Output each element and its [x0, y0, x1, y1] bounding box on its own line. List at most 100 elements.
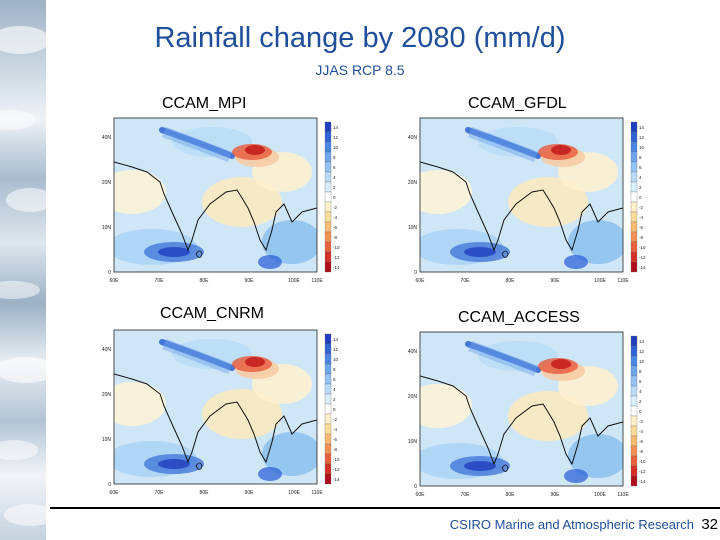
lat-tick-label: 40N [102, 135, 112, 141]
colorbar-segment [630, 231, 638, 243]
page-number: 32 [701, 516, 718, 533]
colorbar-tick-label: 4 [333, 175, 336, 180]
colorbar-segment [324, 473, 332, 485]
rainfall-map-access: 40N 20N 10N 0 60E 70E 80E 90E 100E 110E 14 12 10 8 6 4 2… [398, 326, 646, 502]
colorbar-segment [630, 251, 638, 263]
colorbar-tick-label: -6 [639, 225, 643, 230]
lon-tick-label: 100E [288, 278, 300, 284]
colorbar-tick-label: -12 [333, 467, 340, 472]
colorbar-tick-label: -8 [333, 447, 337, 452]
lon-tick-label: 60E [110, 278, 120, 284]
colorbar-tick-label: 10 [333, 357, 339, 362]
lat-tick-label: 40N [408, 349, 418, 355]
colorbar-segment [324, 191, 332, 203]
lat-tick-label: 40N [102, 347, 112, 353]
colorbar-tick-label: -6 [639, 439, 643, 444]
colorbar-tick-label: 10 [639, 145, 645, 150]
colorbar-tick-label: 2 [639, 185, 642, 190]
lat-tick-label: 20N [102, 180, 112, 186]
panel-label-cnrm: CCAM_CNRM [160, 305, 264, 322]
colorbar-tick-label: 2 [333, 185, 336, 190]
lat-tick-label: 20N [102, 392, 112, 398]
lon-tick-label: 70E [461, 278, 471, 284]
lat-tick-label: 20N [408, 394, 418, 400]
colorbar-segment [630, 445, 638, 457]
colorbar-segment [324, 241, 332, 253]
colorbar-segment [630, 161, 638, 173]
colorbar-tick-label: 2 [639, 399, 642, 404]
rainfall-map-gfdl: 40N 20N 10N 0 60E 70E 80E 90E 100E 110E 14 12 10 8 6 4 2… [398, 112, 646, 288]
colorbar-segment [324, 433, 332, 445]
colorbar-segment [324, 463, 332, 475]
colorbar-tick-label: 2 [333, 397, 336, 402]
colorbar-segment [630, 131, 638, 143]
lon-tick-label: 80E [506, 492, 516, 498]
colorbar-segment [324, 231, 332, 243]
colorbar-segment [324, 413, 332, 425]
colorbar-segment [630, 415, 638, 427]
colorbar-segment [630, 121, 638, 133]
lon-tick-label: 110E [311, 490, 323, 496]
colorbar-tick-label: 8 [333, 367, 336, 372]
colorbar-tick-label: -2 [639, 205, 643, 210]
colorbar-tick-label: 0 [333, 195, 336, 200]
colorbar-segment [324, 453, 332, 465]
colorbar-tick-label: -14 [639, 265, 646, 270]
lon-tick-label: 60E [416, 492, 426, 498]
colorbar-tick-label: 12 [639, 349, 645, 354]
slide-subtitle: JJAS RCP 8.5 [315, 62, 405, 78]
colorbar-segment [630, 375, 638, 387]
colorbar-segment [324, 251, 332, 263]
colorbar-tick-label: -4 [639, 215, 643, 220]
lon-tick-label: 90E [551, 278, 561, 284]
colorbar-segment [324, 141, 332, 153]
colorbar-tick-label: 0 [639, 409, 642, 414]
lon-tick-label: 70E [461, 492, 471, 498]
colorbar-tick-label: 6 [333, 165, 336, 170]
lat-tick-label: 10N [408, 225, 418, 231]
footer-rule [50, 507, 720, 509]
colorbar-segment [630, 455, 638, 467]
colorbar-tick-label: -6 [333, 437, 337, 442]
colorbar-segment [630, 241, 638, 253]
colorbar-tick-label: 12 [333, 347, 339, 352]
lon-tick-label: 100E [594, 492, 606, 498]
lon-tick-label: 70E [155, 278, 165, 284]
colorbar-segment [630, 395, 638, 407]
colorbar-tick-label: 4 [639, 389, 642, 394]
colorbar-segment [324, 383, 332, 395]
colorbar-segment [324, 121, 332, 133]
lon-tick-label: 60E [110, 490, 120, 496]
colorbar-tick-label: -10 [639, 245, 646, 250]
colorbar-segment [630, 425, 638, 437]
colorbar-tick-label: -12 [333, 255, 340, 260]
colorbar-segment [630, 475, 638, 487]
colorbar-segment [630, 211, 638, 223]
colorbar-tick-label: -2 [333, 417, 337, 422]
colorbar-tick-label: 8 [639, 155, 642, 160]
colorbar-segment [324, 211, 332, 223]
lon-tick-label: 110E [617, 278, 629, 284]
lat-tick-label: 0 [108, 482, 111, 488]
lon-tick-label: 70E [155, 490, 165, 496]
colorbar-segment [324, 333, 332, 345]
colorbar-segment [630, 435, 638, 447]
colorbar-tick-label: 14 [333, 337, 339, 342]
lat-tick-label: 20N [408, 180, 418, 186]
colorbar-tick-label: 14 [639, 339, 645, 344]
colorbar-segment [324, 151, 332, 163]
colorbar-tick-label: 0 [333, 407, 336, 412]
lon-tick-label: 90E [245, 278, 255, 284]
colorbar-segment [630, 261, 638, 273]
lat-tick-label: 10N [102, 437, 112, 443]
colorbar-segment [324, 221, 332, 233]
colorbar-segment [630, 221, 638, 233]
lon-tick-label: 80E [506, 278, 516, 284]
colorbar-segment [630, 181, 638, 193]
lon-tick-label: 90E [551, 492, 561, 498]
colorbar-tick-label: 12 [333, 135, 339, 140]
colorbar-segment [324, 393, 332, 405]
colorbar-segment [630, 201, 638, 213]
colorbar-tick-label: -10 [333, 245, 340, 250]
colorbar-segment [324, 131, 332, 143]
